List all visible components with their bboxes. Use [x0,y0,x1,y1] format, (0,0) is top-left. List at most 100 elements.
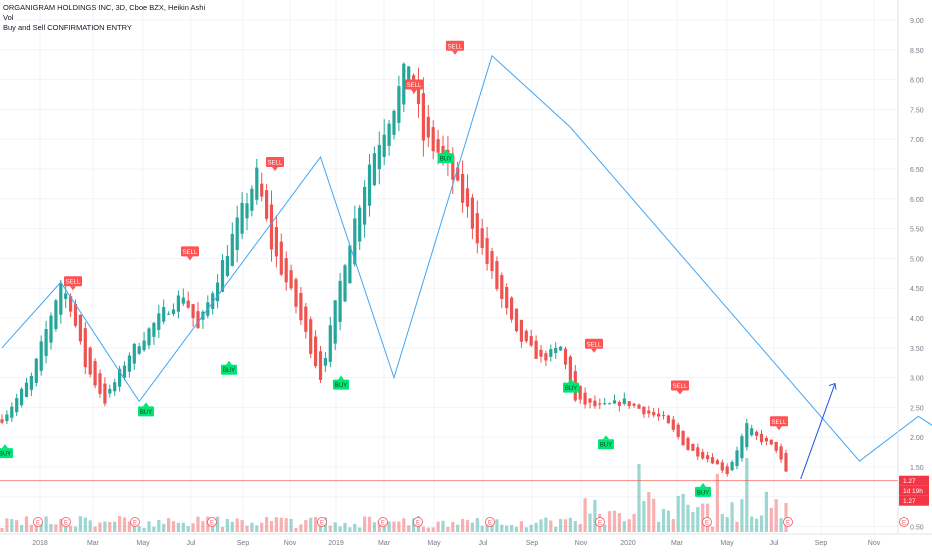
volume-bar [485,522,489,532]
y-tick-label: 8.00 [910,78,924,85]
sell-marker: SELL [266,157,284,171]
y-tick-label: 3.50 [910,346,924,353]
volume-bar [44,516,48,532]
candle-body [725,466,729,475]
earnings-marker: E [783,517,793,527]
earnings-label: E [210,521,214,527]
candle-body [407,66,411,85]
candle-body [524,330,528,342]
marker-pointer [700,482,706,487]
candle-body [260,183,264,197]
candle-body [637,404,641,409]
candle-body [563,348,568,365]
volume-bar [304,520,308,532]
marker-box [446,40,464,51]
candle-body [15,398,19,413]
projection-arrow [800,382,837,480]
volume-bar [299,524,303,532]
candle-body [495,261,499,290]
marker-box [138,406,154,417]
x-tick-label: 2020 [620,540,636,547]
candle-body [622,398,626,404]
marker-label: SELL [448,44,463,50]
marker-label: BUY [565,386,577,392]
price-axis: 9.00 8.50 8.00 7.50 7.00 6.50 6.00 5.50 5.00 4.50… [897,0,924,534]
volume-bar [686,504,690,532]
volume-bar [29,524,33,532]
candle-body [627,401,631,407]
candle-body [632,403,636,406]
marker-label: SELL [587,342,602,348]
candle-body [20,388,24,406]
marker-label: SELL [268,161,283,167]
volume-bar [54,524,58,532]
candle-body [211,293,215,310]
candle-body [470,197,474,229]
volume-bar [225,518,229,532]
volume-bar [201,521,205,532]
buy-marker: BUY [563,378,579,393]
candle-body [642,406,646,415]
marker-pointer [776,426,782,431]
candle-body [755,431,759,436]
earnings-circle [783,517,793,527]
sell-marker: SELL [585,338,603,353]
candle-body [461,173,465,203]
volume-bars [0,458,788,532]
marker-pointer [411,89,417,94]
volume-bar [220,526,225,532]
volume-bar [529,524,533,532]
candle-body [196,311,200,329]
volume-bar [480,525,484,532]
volume-bar [78,516,82,532]
candle-body [118,368,122,387]
candle-body [441,145,445,154]
volume-bar [196,516,200,532]
volume-bar [289,518,293,532]
marker-box [181,246,199,257]
volume-bar [671,518,675,532]
earnings-marker: E [899,517,909,527]
candle-body [269,204,274,250]
volume-bar [181,522,185,532]
volume-bar [255,525,259,532]
y-tick-label: 6.50 [910,167,924,174]
candle-body [475,213,479,244]
candle-body [265,190,269,219]
y-tick-label: 5.50 [910,227,924,234]
y-tick-label: 2.00 [910,435,924,442]
candle-body [5,414,9,422]
marker-box [585,338,603,349]
candle-body [245,203,249,219]
volume-bar [603,524,607,532]
volume-bar [377,520,381,532]
volume-bar [216,516,220,532]
candle-body [73,303,78,326]
marker-pointer [568,378,574,383]
candle-body [505,287,509,309]
candle-body [431,127,435,152]
volume-bar [774,499,778,532]
earnings-circle [702,517,712,527]
volume-bar [524,527,528,532]
candle-body [554,347,558,353]
candle-body [583,392,587,405]
marker-pointer [272,167,278,171]
volume-bar [279,517,283,532]
candle-body [603,403,607,405]
volume-bar [387,521,391,532]
volume-bar [514,526,519,532]
volume-bar [755,518,759,532]
marker-label: SELL [407,83,422,89]
earnings-label: E [902,521,906,527]
volume-bar [779,518,783,532]
candle-body [314,336,318,367]
volume-bar [519,521,523,532]
candle-body [309,319,313,354]
volume-bar [348,527,352,532]
price-label: 1d 19h [899,485,929,496]
candle-body [764,437,768,442]
x-tick-label: Jul [479,540,488,547]
